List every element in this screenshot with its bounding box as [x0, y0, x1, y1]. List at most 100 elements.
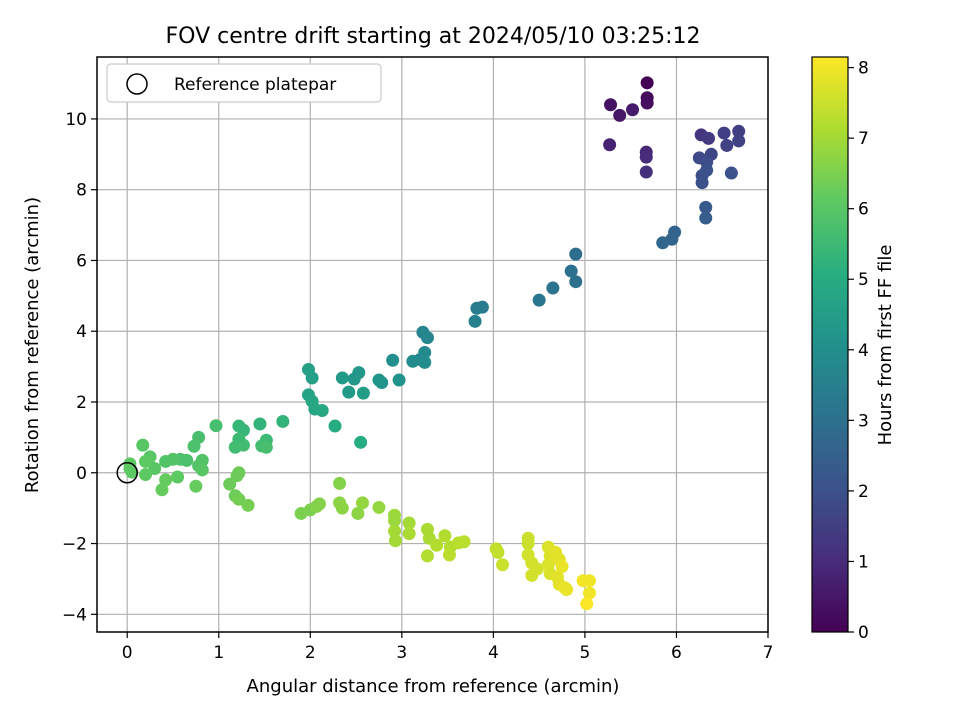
data-point — [491, 545, 505, 559]
data-point — [159, 454, 173, 468]
data-point — [236, 438, 250, 452]
y-tick-label: 6 — [76, 251, 87, 271]
x-tick-label: 4 — [488, 643, 499, 663]
legend-label: Reference platepar — [174, 75, 336, 95]
data-point — [351, 506, 365, 520]
data-point — [521, 537, 535, 551]
colorbar-tick-label: 5 — [858, 270, 869, 290]
data-point — [148, 462, 162, 476]
data-point — [701, 131, 715, 145]
data-point — [372, 500, 386, 514]
data-point — [604, 98, 618, 112]
data-point — [442, 548, 456, 562]
data-point — [209, 419, 223, 433]
data-point — [328, 419, 342, 433]
data-point — [388, 534, 402, 548]
reference-layer — [116, 462, 138, 484]
data-point — [171, 470, 185, 484]
grid-lines — [97, 57, 769, 632]
data-point — [386, 353, 400, 367]
data-points — [123, 76, 746, 611]
data-point — [189, 479, 203, 493]
data-point — [418, 355, 432, 369]
data-point — [700, 163, 714, 177]
y-tick-label: 8 — [76, 181, 87, 201]
data-point — [496, 558, 510, 572]
colorbar-ticks: 0 1 2 3 4 5 6 7 8 — [848, 59, 869, 643]
data-point — [420, 331, 434, 345]
colorbar-tick-label: 8 — [858, 59, 869, 79]
data-point — [139, 468, 153, 482]
data-point — [355, 496, 369, 510]
colorbar-tick-label: 1 — [858, 552, 869, 572]
colorbar-tick-label: 4 — [858, 341, 869, 361]
data-point — [420, 549, 434, 563]
data-point — [569, 275, 583, 289]
data-point — [603, 138, 617, 152]
colorbar-tick-label: 6 — [858, 200, 869, 220]
data-point — [639, 165, 653, 179]
data-point — [276, 414, 290, 428]
data-point — [312, 497, 326, 511]
data-point — [468, 314, 482, 328]
data-point — [333, 476, 347, 490]
chart-title: FOV centre drift starting at 2024/05/10 … — [166, 24, 701, 49]
data-point — [640, 76, 654, 90]
data-point — [569, 247, 583, 261]
plot-frame — [96, 56, 769, 633]
x-ticks: 0 1 2 3 4 5 6 7 — [122, 632, 774, 663]
colorbar: 0 1 2 3 4 5 6 7 8 Hours from first FF file — [811, 56, 896, 643]
y-tick-label: 0 — [76, 464, 87, 484]
reference-platepar-marker — [116, 462, 138, 484]
data-point — [347, 372, 361, 386]
colorbar-gradient — [811, 56, 849, 633]
data-point — [372, 373, 386, 387]
data-point — [315, 403, 329, 417]
x-tick-label: 3 — [396, 643, 407, 663]
data-point — [699, 200, 713, 214]
data-point — [232, 492, 246, 506]
data-point — [555, 560, 569, 574]
colorbar-tick-label: 3 — [858, 411, 869, 431]
data-point — [720, 138, 734, 152]
data-point — [392, 373, 406, 387]
colorbar-label: Hours from first FF file — [875, 245, 896, 446]
data-point — [155, 483, 169, 497]
data-point — [402, 527, 416, 541]
y-tick-label: −2 — [62, 535, 87, 555]
data-point — [532, 293, 546, 307]
data-point — [582, 574, 596, 588]
x-tick-label: 5 — [580, 643, 591, 663]
x-axis-label: Angular distance from reference (arcmin) — [247, 676, 620, 697]
data-point — [695, 176, 709, 190]
data-point — [580, 597, 594, 611]
y-axis-label: Rotation from reference (arcmin) — [22, 197, 43, 493]
data-point — [305, 371, 319, 385]
data-point — [342, 385, 356, 399]
data-point — [125, 465, 139, 479]
y-tick-label: 10 — [65, 110, 87, 130]
data-point — [187, 439, 201, 453]
y-tick-label: 2 — [76, 393, 87, 413]
data-point — [475, 300, 489, 314]
data-point — [530, 562, 544, 576]
data-point — [356, 386, 370, 400]
data-point — [253, 417, 267, 431]
x-tick-label: 0 — [122, 643, 133, 663]
y-tick-label: −4 — [62, 605, 87, 625]
data-point — [388, 514, 402, 528]
data-point — [402, 516, 416, 530]
data-point — [613, 108, 627, 122]
data-point — [640, 96, 654, 110]
data-point — [546, 281, 560, 295]
colorbar-tick-label: 0 — [858, 623, 869, 643]
data-point — [457, 535, 471, 549]
data-point — [259, 440, 273, 454]
data-point — [626, 103, 640, 117]
y-tick-label: 4 — [76, 322, 87, 342]
data-point — [564, 264, 578, 278]
data-point — [732, 134, 746, 148]
x-tick-label: 7 — [763, 643, 774, 663]
data-point — [388, 524, 402, 538]
